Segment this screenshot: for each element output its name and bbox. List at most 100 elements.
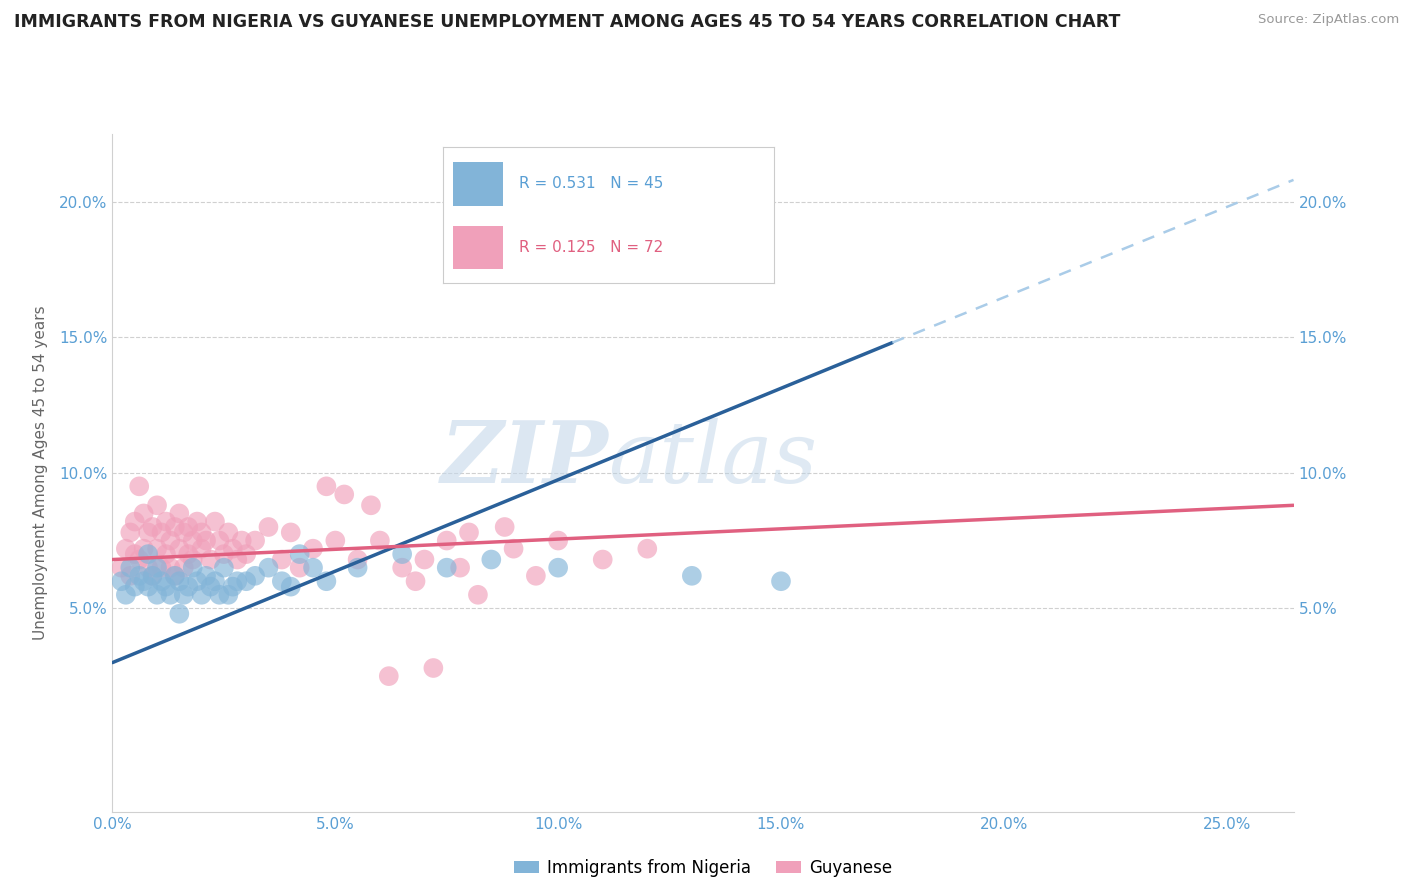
Point	[243, 569, 266, 583]
Point	[204, 574, 226, 589]
Point	[115, 541, 138, 556]
Point	[146, 560, 169, 574]
Point	[177, 547, 200, 561]
Point	[681, 569, 703, 583]
Point	[163, 520, 186, 534]
Point	[368, 533, 391, 548]
Point	[280, 580, 302, 594]
Point	[142, 569, 165, 583]
Point	[110, 560, 132, 574]
Text: atlas: atlas	[609, 417, 818, 500]
Point	[235, 574, 257, 589]
Point	[136, 547, 159, 561]
Point	[231, 533, 253, 548]
Point	[173, 525, 195, 540]
Point	[128, 552, 150, 566]
Point	[547, 533, 569, 548]
Text: ZIP: ZIP	[440, 417, 609, 501]
Point	[195, 569, 218, 583]
Point	[378, 669, 401, 683]
Point	[169, 507, 191, 521]
Y-axis label: Unemployment Among Ages 45 to 54 years: Unemployment Among Ages 45 to 54 years	[34, 305, 48, 640]
Point	[302, 560, 325, 574]
Point	[217, 588, 239, 602]
Point	[159, 588, 181, 602]
Point	[150, 560, 173, 574]
Point	[136, 525, 159, 540]
Point	[124, 547, 146, 561]
Point	[159, 533, 181, 548]
Point	[163, 569, 186, 583]
Point	[494, 520, 516, 534]
Point	[132, 574, 155, 589]
Point	[217, 525, 239, 540]
Point	[190, 525, 212, 540]
Point	[524, 569, 547, 583]
Point	[257, 520, 280, 534]
Point	[150, 574, 173, 589]
Point	[449, 560, 471, 574]
Point	[146, 498, 169, 512]
Point	[333, 487, 356, 501]
Point	[257, 560, 280, 574]
Point	[200, 552, 222, 566]
Point	[360, 498, 382, 512]
Point	[136, 580, 159, 594]
Point	[204, 515, 226, 529]
Point	[226, 574, 249, 589]
Legend: Immigrants from Nigeria, Guyanese: Immigrants from Nigeria, Guyanese	[508, 853, 898, 884]
Point	[422, 661, 444, 675]
Point	[636, 541, 658, 556]
Point	[120, 569, 142, 583]
Point	[132, 541, 155, 556]
Text: IMMIGRANTS FROM NIGERIA VS GUYANESE UNEMPLOYMENT AMONG AGES 45 TO 54 YEARS CORRE: IMMIGRANTS FROM NIGERIA VS GUYANESE UNEM…	[14, 13, 1121, 31]
Point	[226, 552, 249, 566]
Point	[436, 533, 458, 548]
Point	[142, 569, 165, 583]
Point	[208, 533, 231, 548]
Point	[110, 574, 132, 589]
Point	[177, 520, 200, 534]
Point	[208, 588, 231, 602]
Point	[115, 588, 138, 602]
Point	[288, 547, 311, 561]
Point	[315, 479, 337, 493]
Point	[592, 552, 614, 566]
Point	[124, 515, 146, 529]
Point	[195, 533, 218, 548]
Point	[547, 560, 569, 574]
Point	[181, 533, 204, 548]
Point	[120, 525, 142, 540]
Point	[391, 560, 413, 574]
Point	[458, 525, 481, 540]
Point	[124, 580, 146, 594]
Point	[181, 560, 204, 574]
Point	[212, 547, 235, 561]
Point	[128, 479, 150, 493]
Point	[142, 520, 165, 534]
Point	[146, 588, 169, 602]
Point	[405, 574, 427, 589]
Point	[155, 547, 177, 561]
Point	[222, 580, 245, 594]
Point	[120, 560, 142, 574]
Point	[173, 560, 195, 574]
Point	[413, 552, 436, 566]
Point	[155, 515, 177, 529]
Point	[128, 569, 150, 583]
Point	[190, 541, 212, 556]
Point	[159, 560, 181, 574]
Point	[436, 560, 458, 574]
Point	[315, 574, 337, 589]
Point	[302, 541, 325, 556]
Point	[186, 515, 208, 529]
Point	[212, 560, 235, 574]
Point	[169, 607, 191, 621]
Point	[177, 580, 200, 594]
Point	[169, 541, 191, 556]
Point	[173, 588, 195, 602]
Point	[502, 541, 524, 556]
Point	[467, 588, 489, 602]
Point	[155, 580, 177, 594]
Point	[146, 541, 169, 556]
